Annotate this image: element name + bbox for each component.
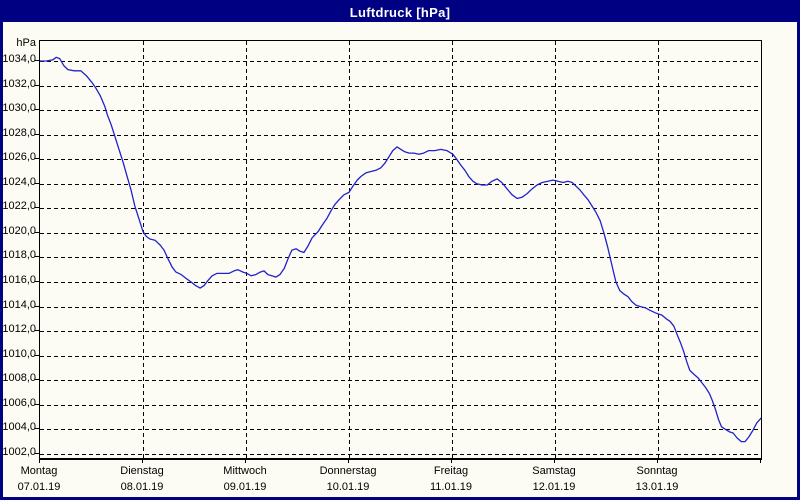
x-day-name-label: Montag bbox=[20, 465, 58, 477]
x-day-date-label: 07.01.19 bbox=[17, 481, 61, 493]
x-day-date-label: 10.01.19 bbox=[326, 481, 370, 493]
x-tick-mark bbox=[142, 459, 143, 463]
x-tick-mark bbox=[760, 459, 761, 463]
y-tick-mark bbox=[35, 355, 39, 356]
x-day-name-label: Donnerstag bbox=[319, 465, 377, 477]
x-day-date-label: 09.01.19 bbox=[223, 481, 267, 493]
x-tick-mark bbox=[451, 459, 452, 463]
y-tick-mark bbox=[35, 207, 39, 208]
y-tick-label: 1032,0 bbox=[2, 77, 36, 90]
x-tick-mark bbox=[657, 459, 658, 463]
y-tick-mark bbox=[35, 85, 39, 86]
y-tick-label: 1026,0 bbox=[2, 151, 36, 164]
y-tick-mark bbox=[35, 428, 39, 429]
y-tick-label: 1010,0 bbox=[2, 347, 36, 360]
x-day-date-label: 13.01.19 bbox=[635, 481, 679, 493]
y-tick-mark bbox=[35, 404, 39, 405]
x-day-name-label: Samstag bbox=[532, 465, 576, 477]
y-tick-mark bbox=[35, 232, 39, 233]
y-tick-mark bbox=[35, 158, 39, 159]
y-tick-mark bbox=[35, 256, 39, 257]
y-tick-mark bbox=[35, 60, 39, 61]
y-tick-label: 1030,0 bbox=[2, 102, 36, 115]
y-tick-label: 1014,0 bbox=[2, 298, 36, 311]
x-tick-mark bbox=[348, 459, 349, 463]
y-tick-mark bbox=[35, 330, 39, 331]
x-tick-mark bbox=[39, 459, 40, 463]
x-day-date-label: 12.01.19 bbox=[532, 481, 576, 493]
y-tick-label: 1012,0 bbox=[2, 323, 36, 336]
y-tick-label: 1028,0 bbox=[2, 126, 36, 139]
window-title: Luftdruck [hPa] bbox=[349, 5, 451, 20]
y-tick-label: 1020,0 bbox=[2, 224, 36, 237]
x-day-name-label: Freitag bbox=[433, 465, 469, 477]
x-day-name-label: Sonntag bbox=[636, 465, 678, 477]
pressure-line-series bbox=[40, 56, 761, 443]
x-day-name-label: Dienstag bbox=[120, 465, 164, 477]
y-tick-label: 1024,0 bbox=[2, 175, 36, 188]
y-tick-label: 1002,0 bbox=[2, 445, 36, 458]
y-tick-mark bbox=[35, 134, 39, 135]
y-tick-mark bbox=[35, 453, 39, 454]
y-tick-mark bbox=[35, 183, 39, 184]
plot-area bbox=[39, 40, 762, 460]
y-tick-label: 1016,0 bbox=[2, 273, 36, 286]
x-tick-mark bbox=[245, 459, 246, 463]
y-tick-mark bbox=[35, 281, 39, 282]
y-tick-label: 1006,0 bbox=[2, 396, 36, 409]
x-day-date-label: 11.01.19 bbox=[429, 481, 472, 493]
x-day-name-label: Mittwoch bbox=[223, 465, 267, 477]
y-tick-label: 1022,0 bbox=[2, 200, 36, 213]
y-axis-unit-label: hPa bbox=[16, 37, 36, 49]
x-tick-mark bbox=[554, 459, 555, 463]
y-tick-label: 1034,0 bbox=[2, 53, 36, 65]
y-tick-mark bbox=[35, 379, 39, 380]
chart-svg bbox=[40, 41, 761, 458]
y-tick-label: 1004,0 bbox=[2, 421, 36, 434]
y-tick-label: 1008,0 bbox=[2, 372, 36, 385]
window-title-bar[interactable]: Luftdruck [hPa] bbox=[3, 3, 797, 22]
x-day-date-label: 08.01.19 bbox=[120, 481, 164, 493]
y-tick-mark bbox=[35, 109, 39, 110]
y-tick-mark bbox=[35, 306, 39, 307]
y-tick-label: 1018,0 bbox=[2, 249, 36, 262]
